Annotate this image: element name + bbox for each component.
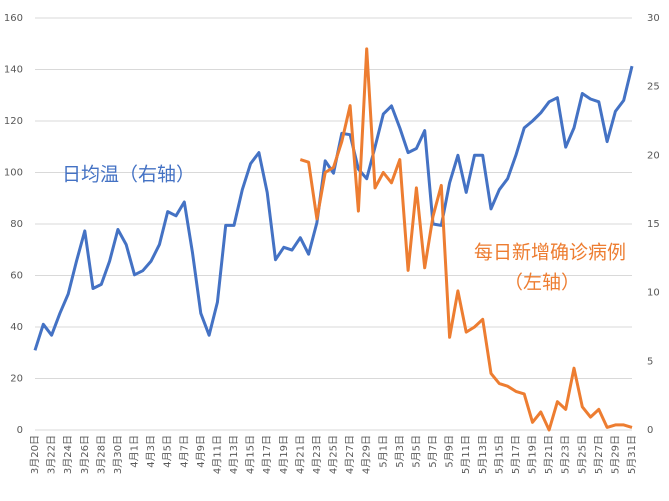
x-tick-label: 3月24日 — [62, 435, 74, 474]
y2-tick-label: 20 — [647, 150, 660, 161]
x-tick-label: 4月13日 — [228, 435, 240, 474]
x-tick-label: 5月11日 — [460, 435, 472, 474]
x-tick-label: 4月23日 — [311, 435, 323, 474]
y2-tick-label: 10 — [647, 288, 660, 299]
y-tick-label: 120 — [4, 116, 23, 127]
x-tick-label: 5月23日 — [560, 435, 572, 474]
x-tick-label: 5月27日 — [593, 435, 605, 474]
x-tick-label: 5月17日 — [510, 435, 522, 474]
y-tick-label: 0 — [17, 425, 23, 436]
x-tick-label: 5月13日 — [477, 435, 489, 474]
x-tick-label: 5月31日 — [626, 435, 638, 474]
x-tick-label: 4月19日 — [278, 435, 290, 474]
line-series — [33, 65, 634, 351]
x-tick-label: 5月21日 — [543, 435, 555, 474]
x-tick-label: 5月3日 — [394, 435, 406, 468]
x-tick-label: 4月25日 — [328, 435, 340, 474]
x-tick-label: 5月9日 — [444, 435, 456, 468]
y2-tick-label: 15 — [647, 219, 660, 230]
x-tick-label: 4月1日 — [129, 435, 141, 468]
x-tick-label: 5月5日 — [410, 435, 422, 468]
x-tick-label: 5月25日 — [576, 435, 588, 474]
x-tick-label: 5月7日 — [427, 435, 439, 468]
y2-tick-label: 0 — [647, 425, 653, 436]
y-tick-label: 80 — [10, 219, 23, 230]
annotation: 每日新增确诊病例 — [474, 242, 626, 264]
annotation: 日均温（右轴） — [62, 164, 195, 186]
x-tick-label: 3月22日 — [46, 435, 58, 474]
line-series — [299, 47, 633, 432]
y-tick-label: 160 — [4, 13, 23, 24]
x-tick-label: 4月27日 — [344, 435, 356, 474]
x-tick-label: 4月21日 — [294, 435, 306, 474]
y-tick-label: 40 — [10, 322, 23, 333]
x-tick-label: 4月7日 — [178, 435, 190, 468]
y-tick-label: 100 — [4, 168, 23, 179]
x-tick-label: 4月17日 — [261, 435, 273, 474]
x-tick-label: 3月30日 — [112, 435, 124, 474]
x-tick-label: 5月19日 — [527, 435, 539, 474]
y2-tick-label: 30 — [647, 13, 660, 24]
x-tick-label: 5月15日 — [493, 435, 505, 474]
y2-tick-label: 5 — [647, 356, 653, 367]
annotation: （左轴） — [504, 272, 580, 294]
x-tick-label: 5月29日 — [609, 435, 621, 474]
x-tick-label: 3月26日 — [79, 435, 91, 474]
x-tick-label: 3月28日 — [95, 435, 107, 474]
x-tick-label: 4月9日 — [195, 435, 207, 468]
y2-tick-label: 25 — [647, 82, 660, 93]
y-tick-label: 140 — [4, 65, 23, 76]
x-tick-label: 4月29日 — [361, 435, 373, 474]
x-tick-label: 3月20日 — [29, 435, 41, 474]
x-tick-label: 5月1日 — [377, 435, 389, 468]
x-tick-label: 4月3日 — [145, 435, 157, 468]
x-tick-label: 4月5日 — [162, 435, 174, 468]
y-tick-label: 60 — [10, 271, 23, 282]
y-tick-label: 20 — [10, 374, 23, 385]
x-tick-label: 4月15日 — [245, 435, 257, 474]
x-tick-label: 4月11日 — [211, 435, 223, 474]
